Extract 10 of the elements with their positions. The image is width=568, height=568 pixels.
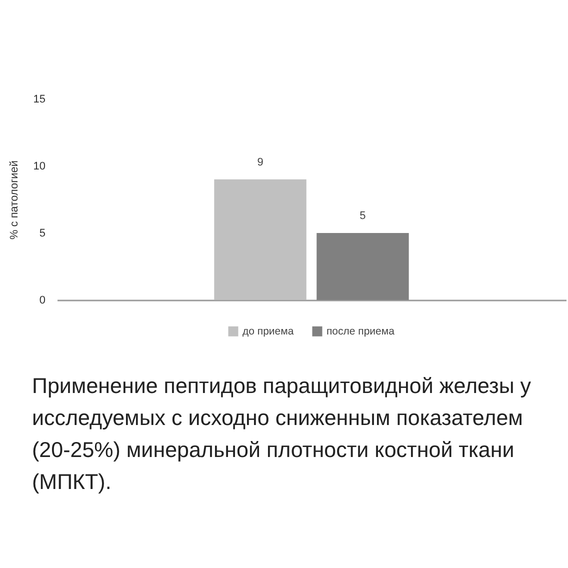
data-label: 9	[257, 156, 264, 168]
y-tick-label: 10	[33, 160, 46, 172]
legend-label: после приема	[326, 325, 395, 338]
data-label: 5	[360, 210, 366, 222]
y-tick-label: 0	[39, 294, 46, 306]
y-axis-title: % с патологией	[8, 160, 20, 240]
text: Применение пептидов паращитовидной железы у исследуемых с исходно сниженным показателем (20-25%) минеральной плотности костной ткани (МПКТ).	[32, 373, 532, 496]
y-tick-label: 15	[33, 94, 46, 106]
legend-label: до приема	[242, 325, 294, 338]
y-tick-label: 5	[39, 228, 46, 240]
